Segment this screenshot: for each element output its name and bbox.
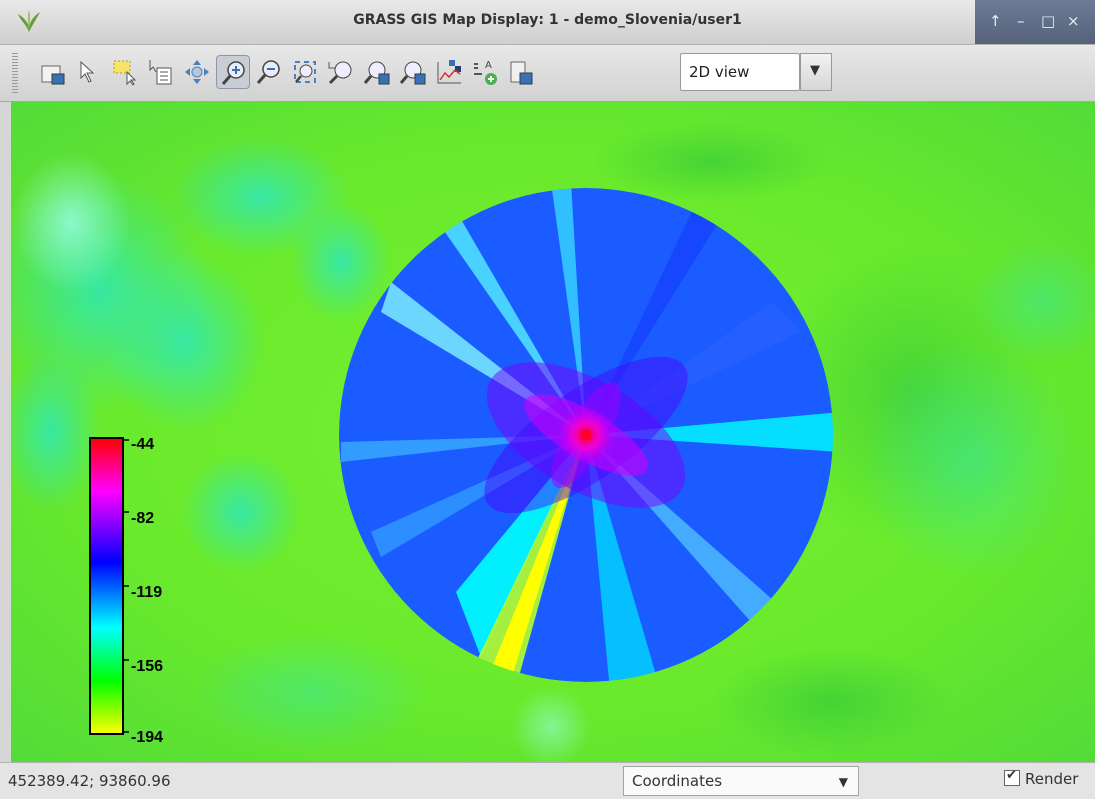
- legend-label-bottom: -194: [131, 729, 163, 746]
- legend-color-ramp: [89, 437, 124, 735]
- save-map-icon: [510, 61, 533, 85]
- window-controls: ↑ – □ ×: [975, 0, 1095, 44]
- map-toolbar: A 2D view ▼: [0, 45, 1095, 102]
- window-up-button[interactable]: ↑: [989, 12, 1002, 30]
- zoom-region-button[interactable]: [360, 55, 394, 89]
- zoom-in-icon: [221, 61, 245, 85]
- save-map-button[interactable]: [504, 55, 538, 89]
- svg-text:A: A: [485, 60, 492, 71]
- zoom-extent-icon: [294, 61, 316, 83]
- view-mode-value: 2D view: [689, 63, 750, 81]
- grass-logo-icon: [18, 10, 40, 32]
- render-checkbox[interactable]: ✔: [1004, 768, 1020, 786]
- maximize-button[interactable]: □: [1041, 12, 1056, 30]
- zoom-extent-button[interactable]: [288, 55, 322, 89]
- pan-button[interactable]: [180, 55, 214, 89]
- viewshed-circle: [339, 188, 833, 682]
- minimize-button[interactable]: –: [1017, 12, 1025, 30]
- zoom-out-button[interactable]: [252, 55, 286, 89]
- terrain-texture: [11, 122, 1095, 762]
- pan-icon: [185, 60, 209, 84]
- query-icon: [149, 60, 172, 85]
- render-toggle[interactable]: ✔ Render: [1004, 768, 1079, 788]
- query-button[interactable]: [144, 55, 178, 89]
- analyze-button[interactable]: [432, 55, 466, 89]
- legend-label-3: -119: [131, 584, 162, 601]
- coordinates-readout: 452389.42; 93860.96: [8, 772, 171, 790]
- analyze-icon: [437, 60, 461, 84]
- map-legend: -44 -82 -119 -156 -194: [89, 436, 163, 746]
- view-mode-dropdown-button[interactable]: ▼: [800, 53, 832, 91]
- check-icon: ✔: [1006, 768, 1017, 783]
- pointer-icon: [80, 60, 95, 83]
- status-mode-select[interactable]: Coordinates ▼: [623, 766, 859, 796]
- legend-label-4: -156: [131, 658, 163, 675]
- legend-label-2: -82: [131, 510, 154, 527]
- window-title: GRASS GIS Map Display: 1 - demo_Slovenia…: [353, 12, 742, 28]
- layer-add-icon: [41, 65, 65, 85]
- overlay-button[interactable]: A: [468, 55, 502, 89]
- select-button[interactable]: [108, 55, 142, 89]
- status-bar: 452389.42; 93860.96 Coordinates ▼ ✔ Rende…: [0, 762, 1095, 799]
- zoom-out-icon: [256, 60, 280, 84]
- overlay-icon: A: [474, 60, 497, 85]
- zoom-menu-icon: [399, 61, 426, 85]
- zoom-menu-button[interactable]: [396, 55, 430, 89]
- zoom-in-button[interactable]: [216, 55, 250, 89]
- chevron-down-icon: ▼: [810, 63, 820, 78]
- raster-map[interactable]: -44 -82 -119 -156 -194: [11, 102, 1095, 762]
- chevron-down-icon: ▼: [838, 775, 848, 789]
- zoom-region-icon: [363, 61, 390, 85]
- zoom-back-button[interactable]: [324, 55, 358, 89]
- legend-label-top: -44: [131, 436, 154, 453]
- title-bar: GRASS GIS Map Display: 1 - demo_Slovenia…: [0, 0, 1095, 45]
- zoom-back-icon: [328, 61, 352, 85]
- toolbar-grip[interactable]: [12, 53, 18, 93]
- pointer-button[interactable]: [72, 55, 106, 89]
- close-button[interactable]: ×: [1067, 12, 1080, 30]
- status-mode-value: Coordinates: [632, 772, 723, 790]
- map-canvas[interactable]: -44 -82 -119 -156 -194: [11, 102, 1095, 762]
- select-icon: [113, 60, 137, 86]
- view-mode-select[interactable]: 2D view: [680, 53, 800, 91]
- render-label: Render: [1025, 770, 1079, 788]
- add-map-layer-button[interactable]: [36, 55, 70, 89]
